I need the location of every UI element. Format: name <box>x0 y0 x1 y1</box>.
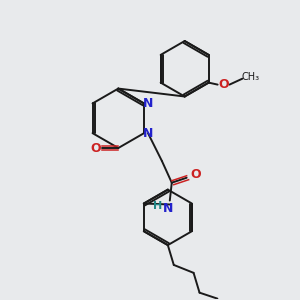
Text: O: O <box>190 168 201 181</box>
Text: H: H <box>153 202 163 212</box>
Text: O: O <box>90 142 101 154</box>
Text: N: N <box>143 97 153 110</box>
Text: N: N <box>143 127 153 140</box>
Text: CH₃: CH₃ <box>241 72 260 82</box>
Text: N: N <box>163 202 173 215</box>
Text: O: O <box>218 78 229 91</box>
